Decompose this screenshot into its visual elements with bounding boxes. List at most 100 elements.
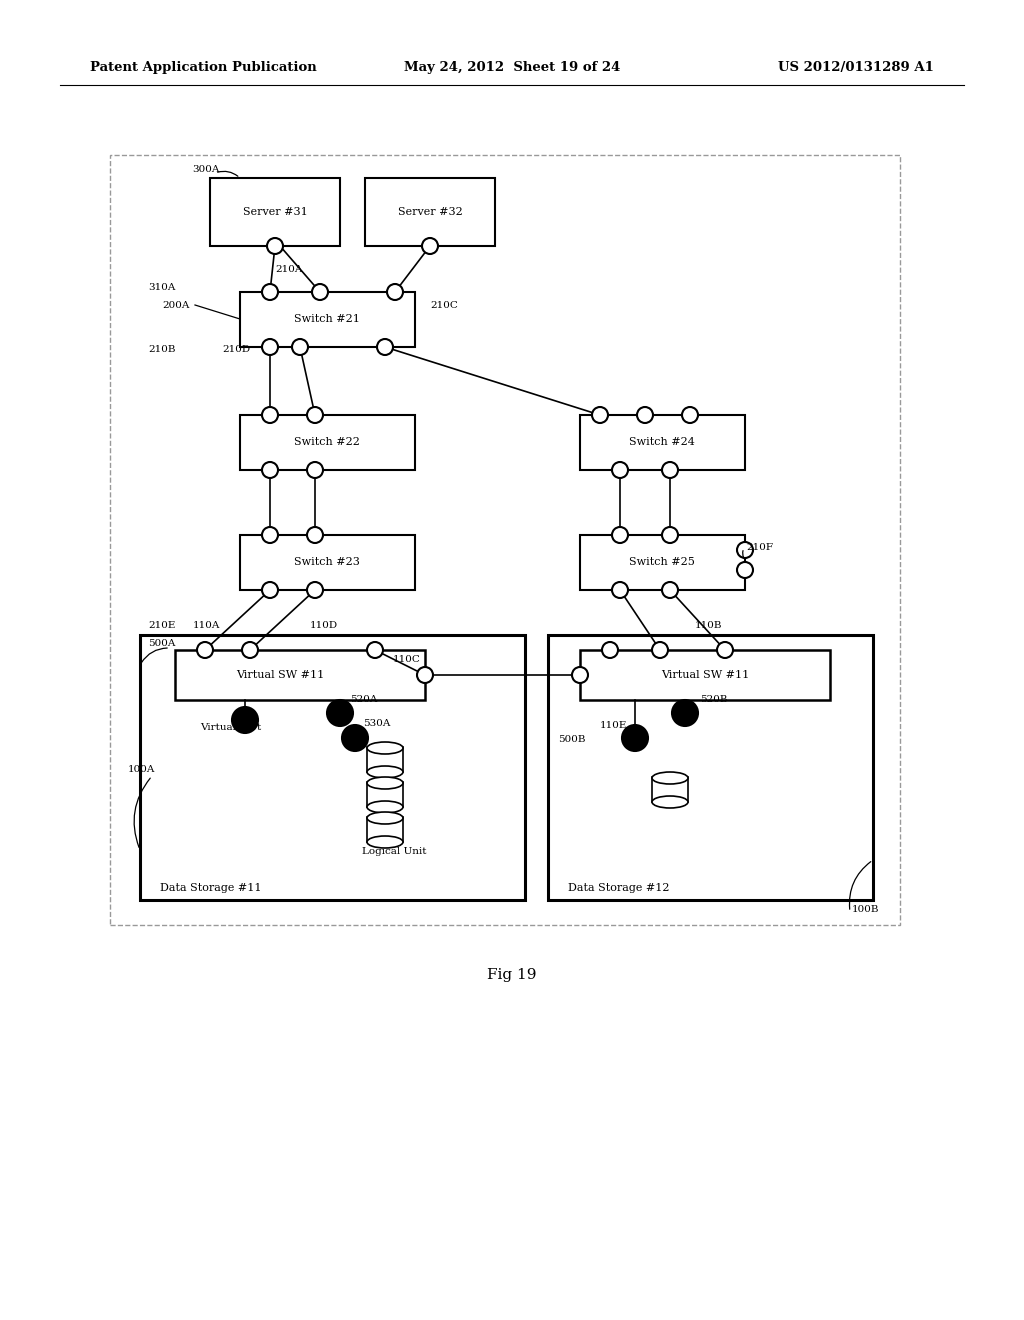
Circle shape	[737, 543, 753, 558]
Circle shape	[242, 642, 258, 657]
Circle shape	[292, 339, 308, 355]
Text: May 24, 2012  Sheet 19 of 24: May 24, 2012 Sheet 19 of 24	[403, 62, 621, 74]
Circle shape	[327, 700, 353, 726]
Circle shape	[622, 725, 648, 751]
Circle shape	[367, 642, 383, 657]
Circle shape	[197, 642, 213, 657]
Text: 210D: 210D	[222, 346, 250, 355]
Text: Switch #22: Switch #22	[294, 437, 360, 447]
Bar	[580, 649, 830, 700]
Bar	[580, 414, 745, 470]
Bar	[580, 535, 745, 590]
Text: Virtual SW #11: Virtual SW #11	[236, 671, 325, 680]
Text: 520B: 520B	[700, 696, 727, 705]
Circle shape	[612, 527, 628, 543]
Ellipse shape	[367, 742, 403, 754]
Circle shape	[422, 238, 438, 253]
Circle shape	[612, 582, 628, 598]
Circle shape	[652, 642, 668, 657]
Text: 110C: 110C	[393, 656, 421, 664]
Text: Switch #24: Switch #24	[629, 437, 695, 447]
Circle shape	[342, 725, 368, 751]
Ellipse shape	[367, 766, 403, 777]
Bar	[365, 178, 495, 246]
Circle shape	[572, 667, 588, 682]
Text: Server #31: Server #31	[243, 207, 307, 216]
Text: 100A: 100A	[128, 766, 156, 775]
Circle shape	[602, 642, 618, 657]
Text: Switch #23: Switch #23	[294, 557, 360, 568]
Text: Virtual SW #11: Virtual SW #11	[660, 671, 750, 680]
Text: Data Storage #11: Data Storage #11	[160, 883, 261, 894]
Bar	[652, 777, 688, 803]
Text: 300A: 300A	[193, 165, 219, 174]
Text: 110A: 110A	[193, 622, 220, 631]
Circle shape	[307, 527, 323, 543]
Circle shape	[717, 642, 733, 657]
Circle shape	[672, 700, 698, 726]
Text: 310A: 310A	[148, 284, 175, 293]
Text: 210E: 210E	[148, 622, 175, 631]
Bar	[110, 154, 900, 925]
Circle shape	[682, 407, 698, 422]
Bar	[548, 635, 873, 900]
Bar	[240, 414, 415, 470]
Bar	[367, 817, 403, 842]
Circle shape	[262, 582, 278, 598]
Circle shape	[377, 339, 393, 355]
Text: 110D: 110D	[310, 622, 338, 631]
Text: 210A: 210A	[275, 265, 302, 275]
Circle shape	[662, 582, 678, 598]
Text: 520A: 520A	[350, 696, 378, 705]
Text: Switch #25: Switch #25	[629, 557, 695, 568]
Circle shape	[637, 407, 653, 422]
Circle shape	[262, 284, 278, 300]
Bar	[240, 535, 415, 590]
Bar	[367, 747, 403, 772]
Circle shape	[267, 238, 283, 253]
Bar	[240, 292, 415, 347]
Text: Logical Unit: Logical Unit	[362, 847, 427, 857]
Text: Data Storage #12: Data Storage #12	[568, 883, 670, 894]
Ellipse shape	[367, 801, 403, 813]
Text: 110E: 110E	[600, 722, 628, 730]
Circle shape	[417, 667, 433, 682]
Text: Virtual Port: Virtual Port	[200, 723, 261, 733]
Text: 110B: 110B	[695, 622, 723, 631]
Text: Server #32: Server #32	[397, 207, 463, 216]
Bar	[175, 649, 425, 700]
Text: 530A: 530A	[362, 719, 390, 729]
Text: 210C: 210C	[430, 301, 458, 309]
Text: 210F: 210F	[746, 544, 773, 553]
Text: Switch #21: Switch #21	[294, 314, 360, 323]
Circle shape	[592, 407, 608, 422]
Circle shape	[262, 407, 278, 422]
Ellipse shape	[652, 772, 688, 784]
Ellipse shape	[367, 777, 403, 789]
Text: 210B: 210B	[148, 346, 175, 355]
Circle shape	[312, 284, 328, 300]
Text: 200A: 200A	[162, 301, 189, 309]
Circle shape	[737, 562, 753, 578]
Text: Patent Application Publication: Patent Application Publication	[90, 62, 316, 74]
Circle shape	[307, 407, 323, 422]
Circle shape	[387, 284, 403, 300]
Circle shape	[662, 462, 678, 478]
Text: 500A: 500A	[148, 639, 175, 648]
Text: 500B: 500B	[558, 735, 586, 744]
Circle shape	[662, 527, 678, 543]
Ellipse shape	[652, 796, 688, 808]
Text: Fig 19: Fig 19	[487, 968, 537, 982]
Ellipse shape	[367, 812, 403, 824]
Text: US 2012/0131289 A1: US 2012/0131289 A1	[778, 62, 934, 74]
Circle shape	[262, 527, 278, 543]
Circle shape	[307, 462, 323, 478]
Ellipse shape	[367, 836, 403, 847]
Circle shape	[262, 462, 278, 478]
Circle shape	[612, 462, 628, 478]
Circle shape	[307, 582, 323, 598]
Bar	[210, 178, 340, 246]
Text: 100B: 100B	[852, 906, 880, 915]
Circle shape	[262, 339, 278, 355]
Circle shape	[232, 708, 258, 733]
